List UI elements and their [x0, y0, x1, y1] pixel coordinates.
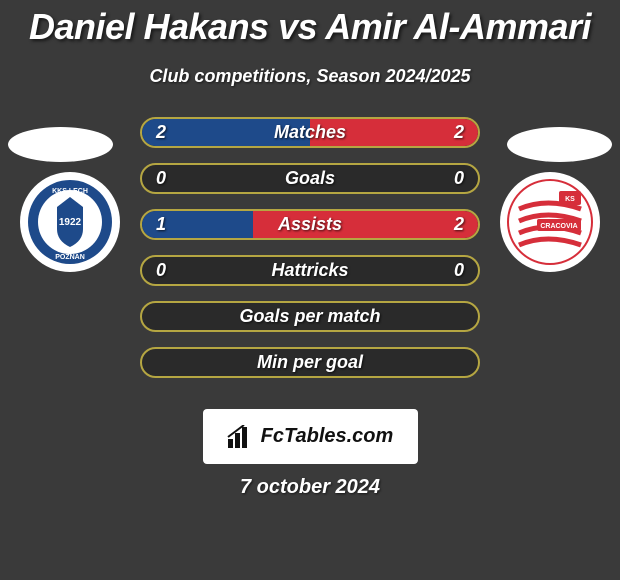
stat-value-left: 2 [156, 122, 166, 143]
stat-row: 0 0 Hattricks [140, 255, 480, 286]
stat-label: Min per goal [257, 352, 363, 373]
club-badge-left: 1922 KKS LECH POZNAN [20, 172, 120, 272]
fctables-label: FcTables.com [261, 425, 394, 448]
fctables-watermark: FcTables.com [203, 409, 418, 464]
stat-label: Hattricks [271, 260, 348, 281]
stat-label: Goals [285, 168, 335, 189]
stat-value-left: 0 [156, 168, 166, 189]
stat-label: Assists [278, 214, 342, 235]
stat-value-right: 0 [454, 260, 464, 281]
stat-label: Goals per match [239, 306, 380, 327]
svg-text:1922: 1922 [59, 217, 82, 228]
club-badge-right: KS CRACOVIA [500, 172, 600, 272]
flag-right [507, 127, 612, 162]
stats-area: 1922 KKS LECH POZNAN KS CRACOVIA 2 2 Match… [0, 117, 620, 407]
svg-text:POZNAN: POZNAN [55, 254, 85, 261]
lech-poznan-crest-icon: 1922 KKS LECH POZNAN [27, 179, 113, 265]
cracovia-crest-icon: KS CRACOVIA [507, 179, 593, 265]
svg-text:KS: KS [565, 196, 575, 203]
stat-value-right: 0 [454, 168, 464, 189]
stat-label: Matches [274, 122, 346, 143]
svg-text:KKS LECH: KKS LECH [52, 188, 88, 195]
stat-value-left: 0 [156, 260, 166, 281]
stat-value-right: 2 [454, 214, 464, 235]
stat-row: 2 2 Matches [140, 117, 480, 148]
stat-row: Min per goal [140, 347, 480, 378]
svg-text:CRACOVIA: CRACOVIA [540, 223, 577, 230]
stat-row: 0 0 Goals [140, 163, 480, 194]
stat-value-left: 1 [156, 214, 166, 235]
stat-value-right: 2 [454, 122, 464, 143]
flag-left [8, 127, 113, 162]
stat-bars-container: 2 2 Matches 0 0 Goals 1 2 Assists 0 0 Hattricks Goal… [140, 117, 480, 393]
date-label: 7 october 2024 [0, 476, 620, 499]
fctables-logo-icon [227, 425, 255, 449]
stat-row: 1 2 Assists [140, 209, 480, 240]
stat-row: Goals per match [140, 301, 480, 332]
subtitle: Club competitions, Season 2024/2025 [0, 66, 620, 87]
page-title: Daniel Hakans vs Amir Al-Ammari [0, 0, 620, 48]
